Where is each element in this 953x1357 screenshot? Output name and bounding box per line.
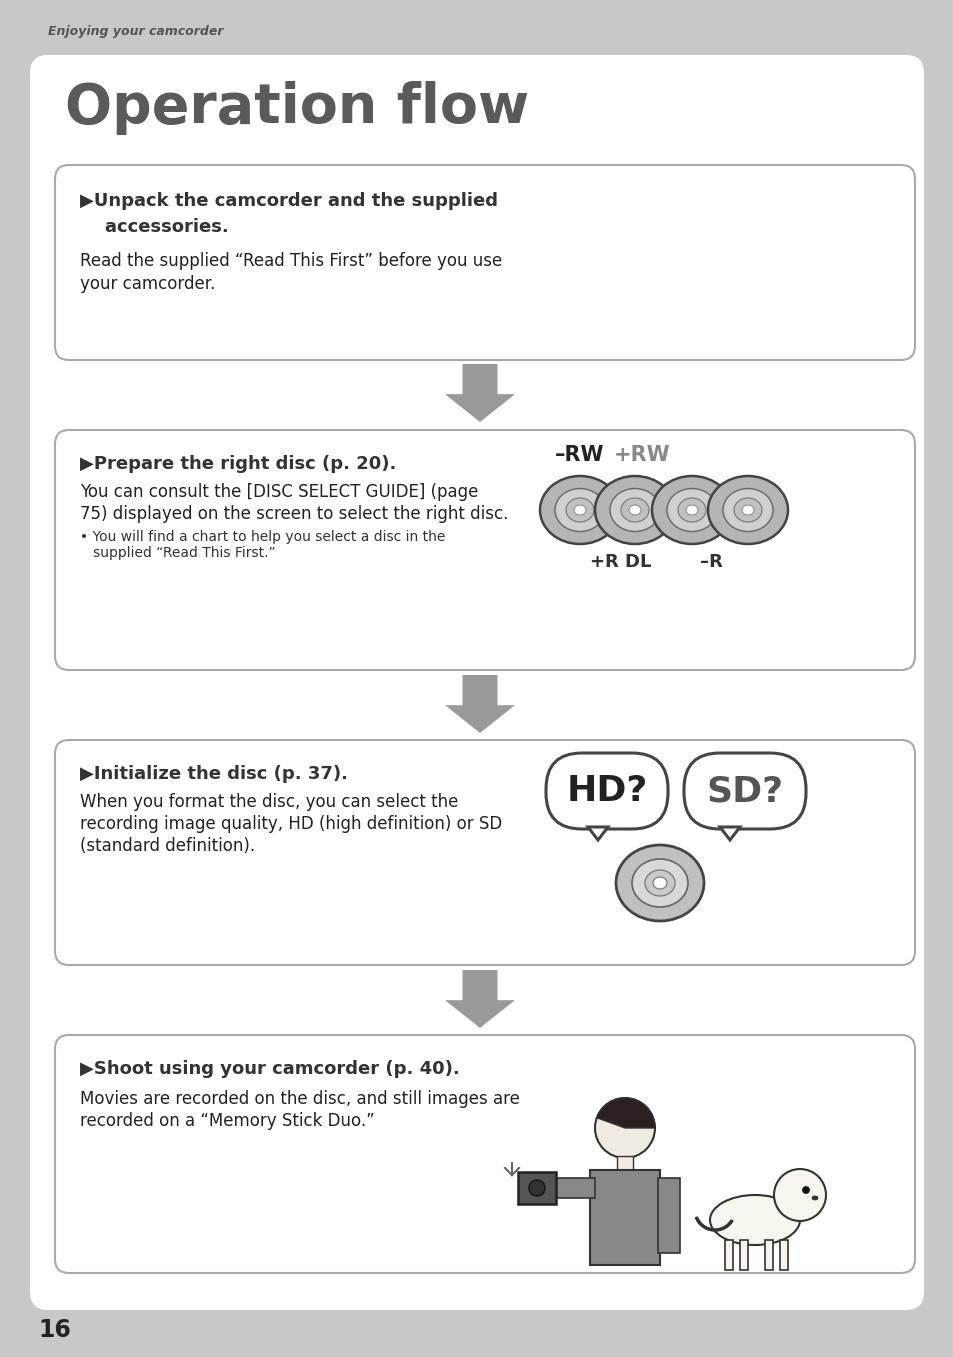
Bar — [780, 1240, 787, 1270]
Ellipse shape — [628, 505, 640, 516]
Ellipse shape — [616, 845, 703, 921]
Ellipse shape — [685, 505, 698, 516]
Ellipse shape — [678, 498, 705, 522]
Bar — [764, 1240, 772, 1270]
Ellipse shape — [722, 489, 772, 532]
Text: ▶Shoot using your camcorder (p. 40).: ▶Shoot using your camcorder (p. 40). — [80, 1060, 459, 1077]
Polygon shape — [444, 674, 515, 733]
Text: +RW: +RW — [614, 445, 670, 465]
Ellipse shape — [631, 859, 687, 906]
Ellipse shape — [595, 476, 675, 544]
Ellipse shape — [733, 498, 761, 522]
Ellipse shape — [652, 877, 666, 889]
Circle shape — [773, 1168, 825, 1221]
Ellipse shape — [781, 1172, 798, 1198]
Text: Read the supplied “Read This First” before you use: Read the supplied “Read This First” befo… — [80, 252, 501, 270]
Polygon shape — [444, 970, 515, 1029]
FancyBboxPatch shape — [55, 430, 914, 670]
Bar — [740, 1240, 747, 1270]
Ellipse shape — [651, 476, 731, 544]
Wedge shape — [597, 1098, 655, 1128]
Ellipse shape — [574, 505, 585, 516]
Text: +R DL: +R DL — [589, 554, 651, 571]
Text: your camcorder.: your camcorder. — [80, 275, 215, 293]
Polygon shape — [444, 364, 515, 422]
Ellipse shape — [741, 505, 753, 516]
Ellipse shape — [539, 476, 619, 544]
Ellipse shape — [709, 1196, 800, 1244]
Ellipse shape — [620, 498, 648, 522]
Text: Enjoying your camcorder: Enjoying your camcorder — [48, 26, 223, 38]
Text: 16: 16 — [38, 1318, 71, 1342]
Text: HD?: HD? — [566, 773, 647, 807]
Text: (standard definition).: (standard definition). — [80, 837, 254, 855]
Text: When you format the disc, you can select the: When you format the disc, you can select… — [80, 792, 457, 811]
FancyBboxPatch shape — [545, 753, 667, 829]
Bar — [724, 1240, 732, 1270]
Text: accessories.: accessories. — [80, 218, 229, 236]
Polygon shape — [720, 826, 740, 840]
Text: recorded on a “Memory Stick Duo.”: recorded on a “Memory Stick Duo.” — [80, 1111, 375, 1130]
Text: –R: –R — [700, 554, 722, 571]
Bar — [550, 1178, 595, 1198]
Ellipse shape — [609, 489, 659, 532]
Text: ▶Initialize the disc (p. 37).: ▶Initialize the disc (p. 37). — [80, 765, 348, 783]
Text: • You will find a chart to help you select a disc in the
   supplied “Read This : • You will find a chart to help you sele… — [80, 531, 445, 560]
FancyBboxPatch shape — [55, 740, 914, 965]
FancyBboxPatch shape — [55, 166, 914, 360]
Ellipse shape — [707, 476, 787, 544]
Ellipse shape — [565, 498, 594, 522]
Text: recording image quality, HD (high definition) or SD: recording image quality, HD (high defini… — [80, 816, 501, 833]
FancyBboxPatch shape — [683, 753, 805, 829]
Text: You can consult the [DISC SELECT GUIDE] (page: You can consult the [DISC SELECT GUIDE] … — [80, 483, 477, 501]
Ellipse shape — [666, 489, 717, 532]
Text: 75) displayed on the screen to select the right disc.: 75) displayed on the screen to select th… — [80, 505, 508, 522]
Ellipse shape — [811, 1196, 817, 1200]
Bar — [658, 1178, 679, 1253]
Bar — [589, 1170, 659, 1265]
Text: ▶Prepare the right disc (p. 20).: ▶Prepare the right disc (p. 20). — [80, 455, 395, 474]
Bar — [517, 1172, 556, 1204]
Ellipse shape — [644, 870, 675, 896]
Circle shape — [529, 1181, 544, 1196]
Text: ▶Unpack the camcorder and the supplied: ▶Unpack the camcorder and the supplied — [80, 191, 497, 210]
FancyBboxPatch shape — [55, 1035, 914, 1273]
Text: SD?: SD? — [706, 773, 782, 807]
Polygon shape — [587, 826, 607, 840]
FancyBboxPatch shape — [30, 56, 923, 1310]
Ellipse shape — [555, 489, 604, 532]
Text: –RW: –RW — [555, 445, 604, 465]
Text: Operation flow: Operation flow — [65, 81, 529, 134]
Text: Movies are recorded on the disc, and still images are: Movies are recorded on the disc, and sti… — [80, 1090, 519, 1109]
Circle shape — [595, 1098, 655, 1158]
Circle shape — [801, 1186, 809, 1194]
Bar — [617, 1156, 633, 1172]
